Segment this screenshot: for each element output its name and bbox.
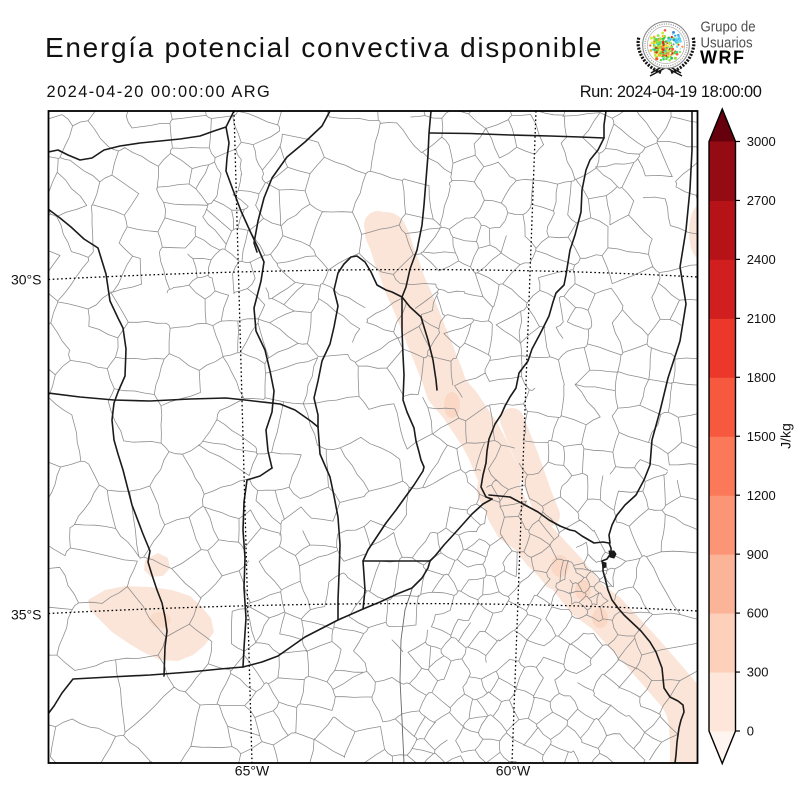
svg-text:300: 300: [747, 665, 769, 680]
svg-text:1200: 1200: [747, 488, 776, 503]
svg-text:J/kg: J/kg: [778, 423, 794, 449]
svg-text:2100: 2100: [747, 311, 776, 326]
svg-text:2700: 2700: [747, 193, 776, 208]
svg-text:30°S: 30°S: [11, 271, 42, 287]
svg-text:1500: 1500: [747, 429, 776, 444]
svg-text:35°S: 35°S: [11, 606, 42, 622]
svg-text:65°W: 65°W: [235, 763, 270, 779]
svg-text:1800: 1800: [747, 370, 776, 385]
svg-text:2400: 2400: [747, 252, 776, 267]
svg-text:900: 900: [747, 547, 769, 562]
svg-text:600: 600: [747, 606, 769, 621]
svg-text:WRF: WRF: [700, 48, 745, 68]
svg-text:60°W: 60°W: [496, 763, 531, 779]
svg-text:3000: 3000: [747, 134, 776, 149]
svg-text:Grupo de: Grupo de: [701, 19, 756, 36]
svg-text:0: 0: [747, 724, 754, 739]
svg-text:Usuarios: Usuarios: [701, 35, 753, 52]
